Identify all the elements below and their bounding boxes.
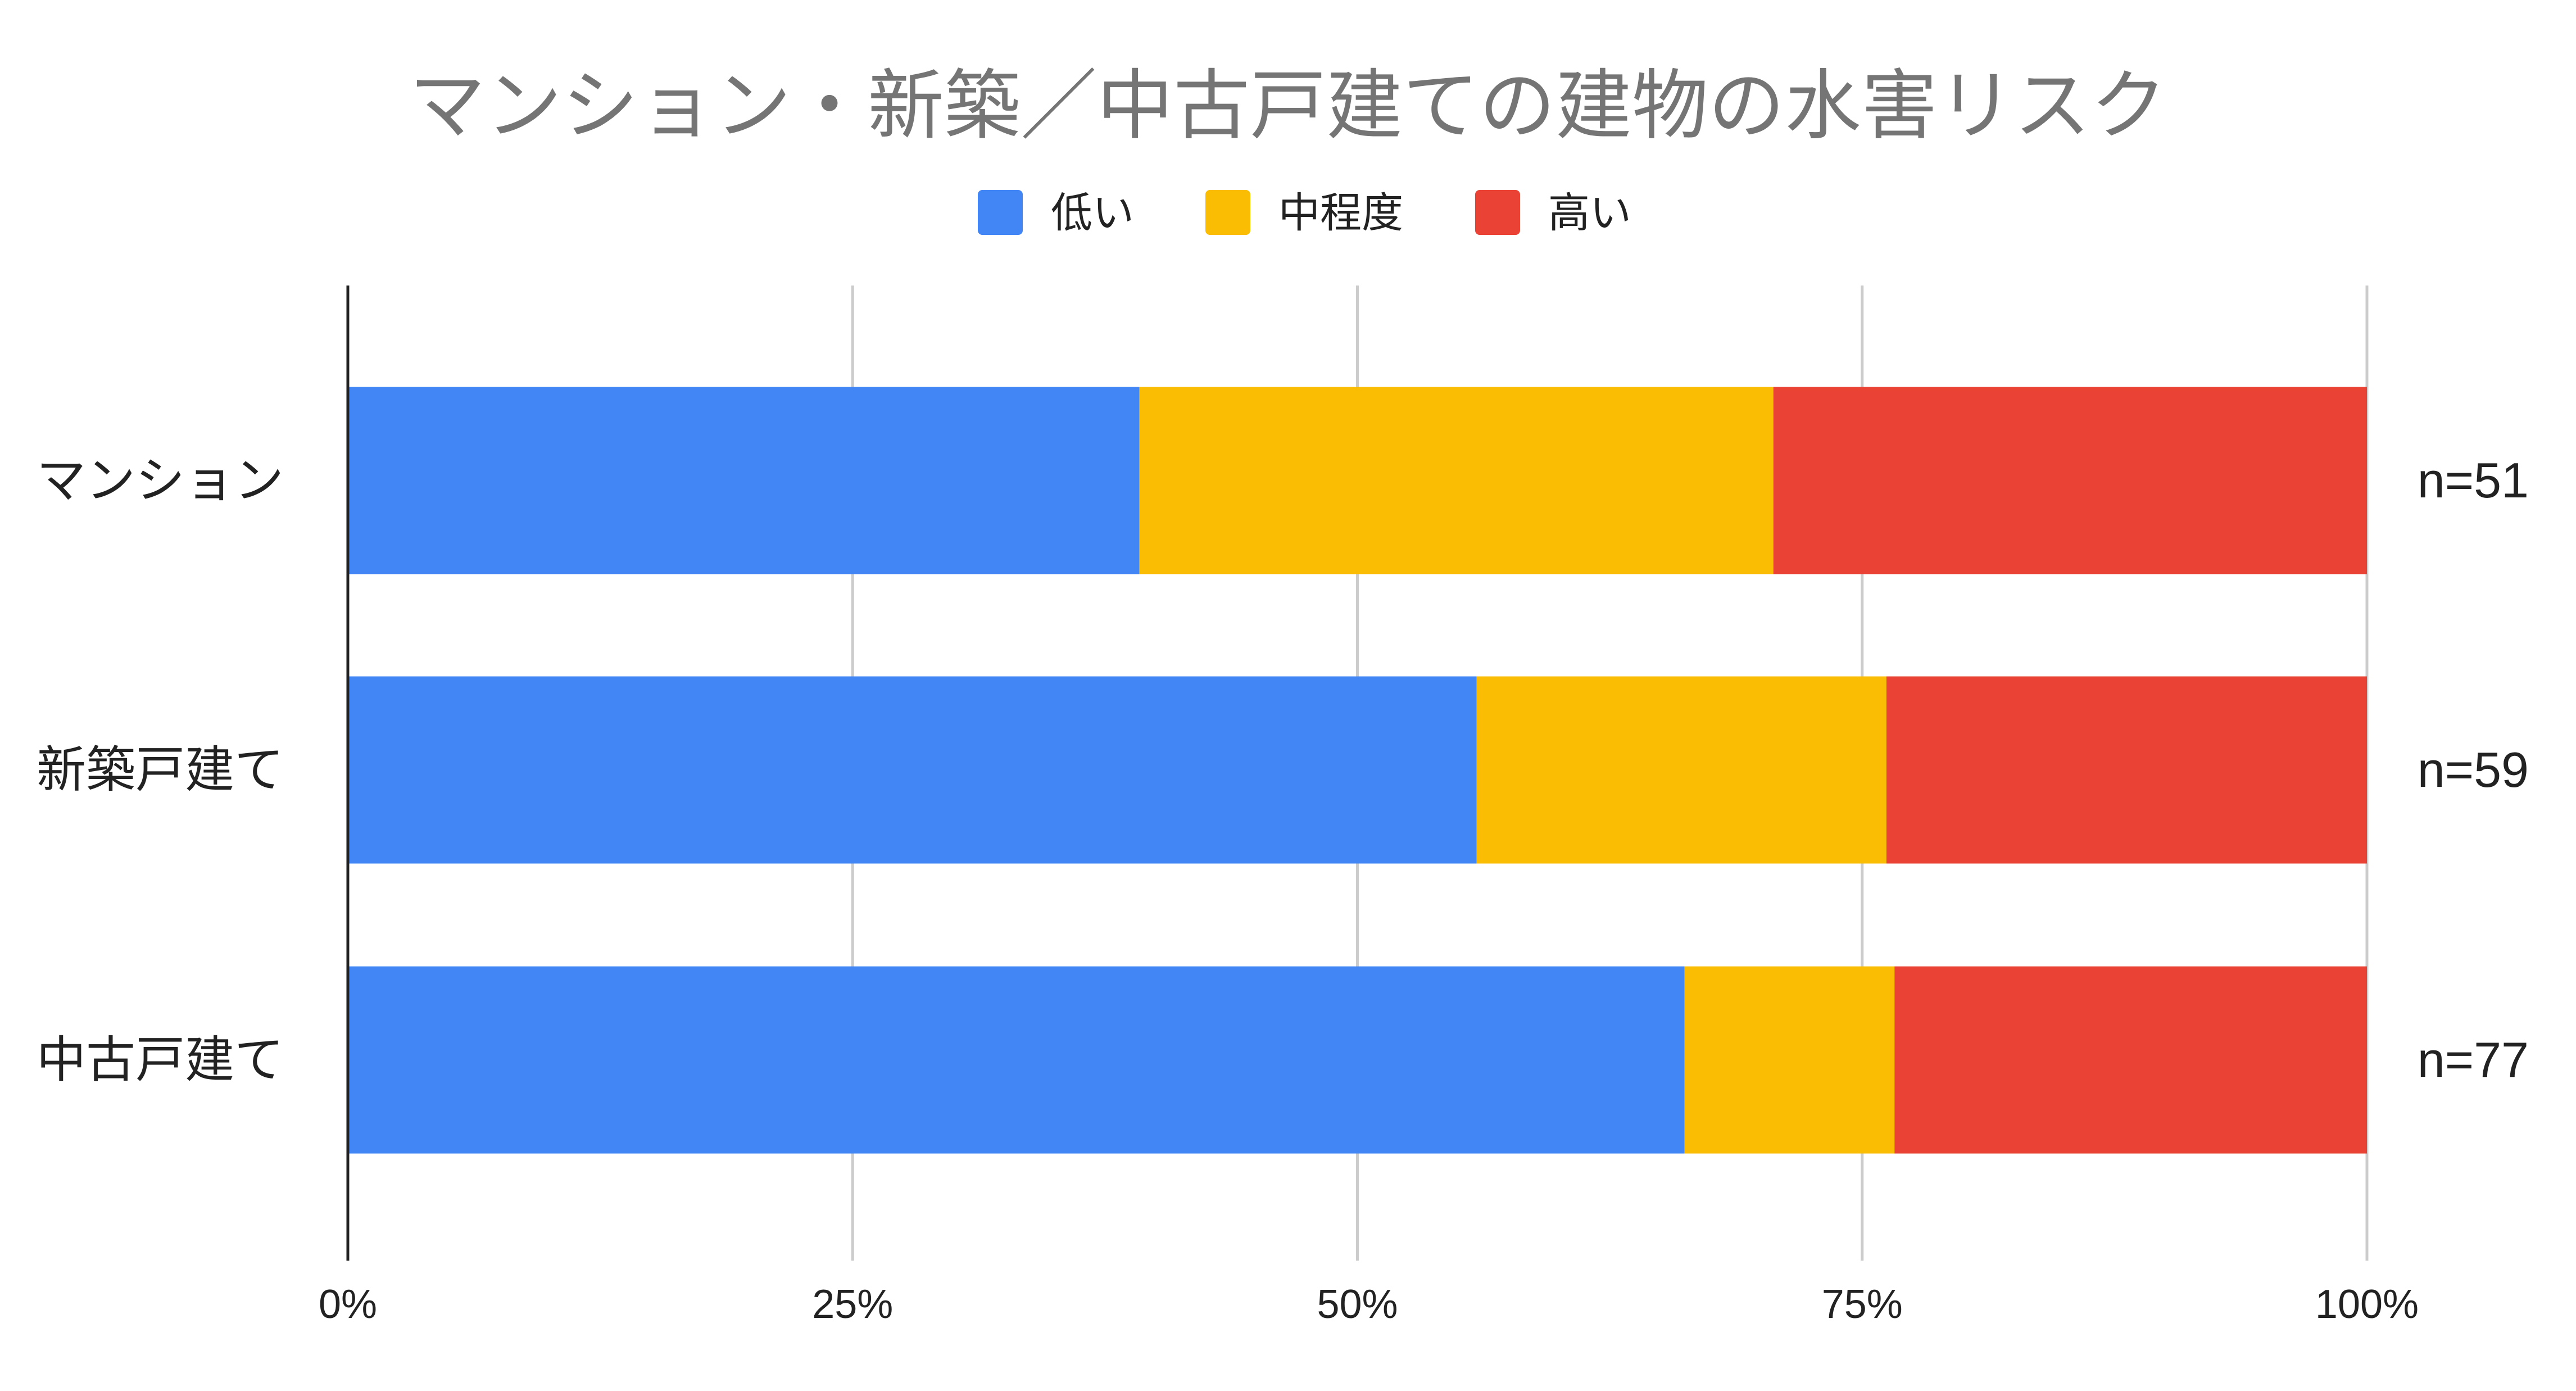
legend-label-0: 低い [1051, 189, 1134, 237]
legend-swatch-0 [978, 190, 1023, 235]
chart-title: マンション・新築／中古戸建ての建物の水害リスク [409, 62, 2167, 151]
bars [348, 387, 2367, 1154]
legend-swatch-2 [1475, 190, 1520, 235]
x-tick-label-0: 0% [319, 1282, 377, 1327]
bar-2-2 [1894, 966, 2367, 1154]
sample-size-label-2: n=77 [2418, 1032, 2529, 1088]
legend-label-1: 中程度 [1278, 189, 1403, 237]
legend-label-2: 高い [1548, 189, 1631, 237]
bar-0-0 [348, 387, 1140, 574]
x-tick-label-4: 100% [2315, 1282, 2419, 1327]
category-label-0: マンション [37, 451, 284, 509]
category-label-1: 新築戸建て [37, 741, 284, 799]
legend: 低い 中程度 高い [978, 189, 1631, 237]
x-tick-label-2: 50% [1317, 1282, 1398, 1327]
x-tick-labels: 0% 25% 50% 75% 100% [319, 1282, 2419, 1327]
sample-size-label-0: n=51 [2418, 452, 2529, 508]
legend-swatch-1 [1205, 190, 1250, 235]
sample-size-label-1: n=59 [2418, 742, 2529, 798]
x-tick-label-3: 75% [1822, 1282, 1903, 1327]
bar-1-1 [1476, 676, 1886, 864]
sample-size-labels: n=51 n=59 n=77 [2418, 452, 2529, 1088]
bar-0-2 [1773, 387, 2367, 574]
bar-2-1 [1684, 966, 1895, 1154]
category-label-2: 中古戸建て [37, 1031, 284, 1089]
bar-2-0 [348, 966, 1685, 1154]
bar-1-0 [348, 676, 1477, 864]
bar-0-1 [1139, 387, 1774, 574]
x-tick-label-1: 25% [812, 1282, 893, 1327]
bar-1-2 [1886, 676, 2367, 864]
